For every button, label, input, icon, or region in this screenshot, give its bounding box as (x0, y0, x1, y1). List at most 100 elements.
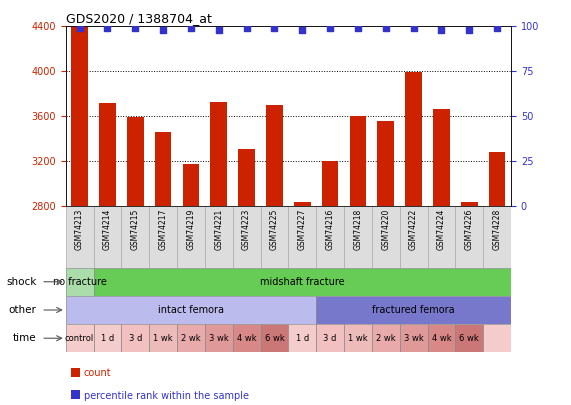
Bar (260, 206, 288, 268)
Bar (94, 324, 122, 352)
Bar (456, 206, 483, 268)
Text: 4 wk: 4 wk (432, 334, 451, 343)
Text: midshaft fracture: midshaft fracture (260, 277, 344, 287)
Text: percentile rank within the sample: percentile rank within the sample (84, 391, 249, 401)
Point (270, 25, 279, 31)
Bar (461, 202, 477, 206)
Bar (288, 206, 316, 268)
Bar (316, 296, 511, 324)
Bar (99, 103, 116, 206)
Point (381, 25, 391, 31)
Text: GSM74216: GSM74216 (325, 209, 335, 250)
Bar (400, 206, 428, 268)
Text: GSM74227: GSM74227 (297, 209, 307, 250)
Text: count: count (84, 369, 111, 378)
Bar (183, 164, 199, 206)
Bar (349, 116, 367, 206)
Text: 1 wk: 1 wk (153, 334, 173, 343)
Text: GSM74220: GSM74220 (381, 209, 391, 250)
Bar (149, 324, 177, 352)
Text: GSM74223: GSM74223 (242, 209, 251, 250)
Bar (66, 206, 94, 268)
Text: 3 d: 3 d (323, 334, 337, 343)
Text: GSM74213: GSM74213 (75, 209, 84, 250)
Text: no fracture: no fracture (53, 277, 107, 287)
Bar (94, 206, 122, 268)
Text: GSM74224: GSM74224 (437, 209, 446, 250)
Bar (316, 324, 344, 352)
Bar (344, 324, 372, 352)
Text: GSM74228: GSM74228 (493, 209, 502, 250)
Bar (433, 109, 450, 206)
Text: GSM74221: GSM74221 (214, 209, 223, 250)
Point (186, 25, 195, 31)
Text: GDS2020 / 1388704_at: GDS2020 / 1388704_at (66, 12, 211, 25)
Text: GSM74222: GSM74222 (409, 209, 418, 250)
Bar (377, 121, 394, 206)
Bar (294, 202, 311, 206)
Bar (127, 117, 144, 206)
Bar (372, 206, 400, 268)
Bar (483, 206, 511, 268)
Bar (66, 268, 94, 296)
Text: GSM74214: GSM74214 (103, 209, 112, 250)
Text: 1 d: 1 d (296, 334, 309, 343)
Text: intact femora: intact femora (158, 305, 224, 315)
Bar (489, 152, 505, 206)
Bar (71, 28, 88, 206)
Point (493, 25, 502, 31)
Bar (483, 324, 511, 352)
Text: GSM74219: GSM74219 (186, 209, 195, 250)
Bar (233, 324, 260, 352)
Text: 3 wk: 3 wk (404, 334, 424, 343)
Text: 4 wk: 4 wk (237, 334, 256, 343)
Text: GSM74215: GSM74215 (131, 209, 140, 250)
Point (214, 27, 223, 33)
Bar (316, 206, 344, 268)
Point (325, 25, 335, 31)
Text: 1 wk: 1 wk (348, 334, 368, 343)
Bar (322, 161, 339, 206)
Bar (288, 324, 316, 352)
Bar (238, 149, 255, 206)
Bar (122, 324, 149, 352)
Bar (456, 324, 483, 352)
Bar (372, 324, 400, 352)
Point (297, 27, 307, 33)
Bar (205, 324, 233, 352)
Bar (260, 324, 288, 352)
Text: GSM74217: GSM74217 (159, 209, 168, 250)
Text: GSM74226: GSM74226 (465, 209, 474, 250)
Bar (177, 206, 205, 268)
Text: 2 wk: 2 wk (181, 334, 201, 343)
Text: control: control (65, 334, 94, 343)
Point (103, 25, 112, 31)
Point (353, 25, 363, 31)
Bar (405, 72, 422, 206)
Text: 1 d: 1 d (101, 334, 114, 343)
Text: other: other (9, 305, 37, 315)
Text: 3 d: 3 d (128, 334, 142, 343)
Bar (428, 324, 456, 352)
Text: 3 wk: 3 wk (209, 334, 228, 343)
Bar (266, 105, 283, 206)
Point (437, 27, 446, 33)
Point (242, 25, 251, 31)
Bar (177, 324, 205, 352)
Text: 2 wk: 2 wk (376, 334, 396, 343)
Bar (205, 206, 233, 268)
Text: GSM74218: GSM74218 (353, 209, 363, 250)
Bar (210, 102, 227, 206)
Bar (344, 206, 372, 268)
Text: shock: shock (6, 277, 37, 287)
Text: GSM74225: GSM74225 (270, 209, 279, 250)
Point (465, 27, 474, 33)
Text: 6 wk: 6 wk (460, 334, 479, 343)
Point (131, 25, 140, 31)
Bar (66, 296, 316, 324)
Text: fractured femora: fractured femora (372, 305, 455, 315)
Bar (66, 324, 94, 352)
Bar (155, 132, 171, 206)
Text: 6 wk: 6 wk (264, 334, 284, 343)
Text: time: time (13, 333, 37, 343)
